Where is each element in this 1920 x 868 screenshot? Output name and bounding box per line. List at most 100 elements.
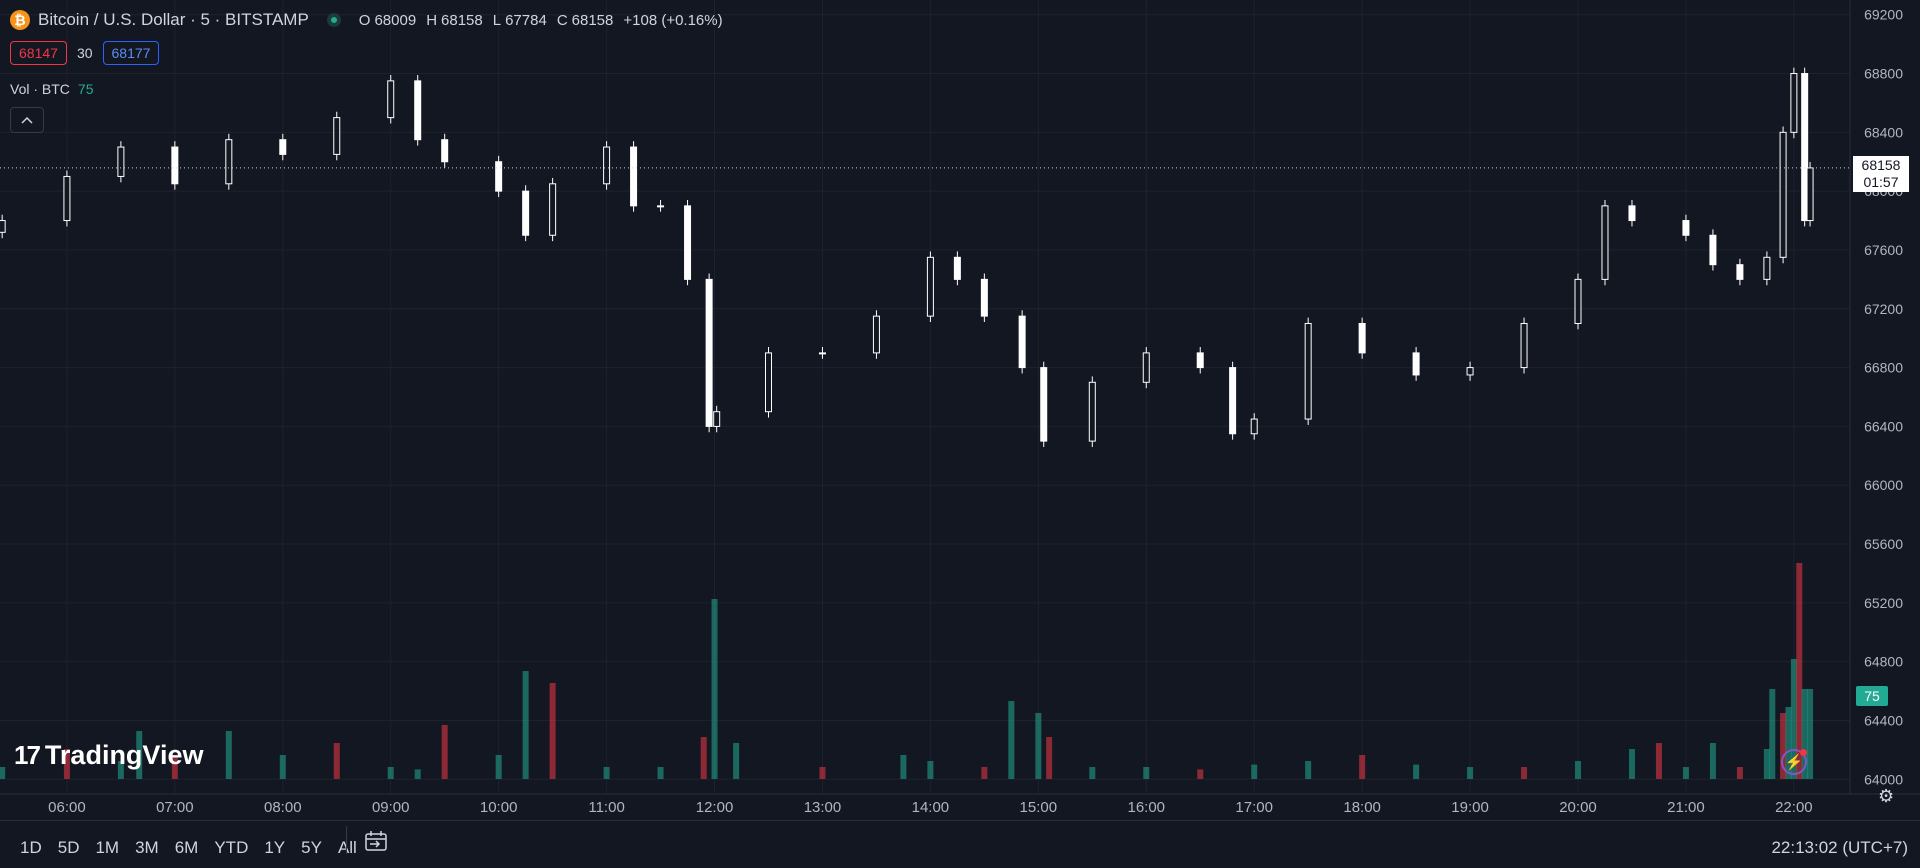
lightning-icon[interactable]: ⚡	[1781, 749, 1807, 775]
volume-bar	[1682, 767, 1689, 779]
volume-bar	[414, 769, 421, 779]
volume-bar	[1575, 761, 1582, 779]
volume-bar	[927, 761, 934, 779]
chevron-up-icon	[21, 116, 33, 124]
range-3m-button[interactable]: 3M	[135, 838, 159, 857]
candle-body	[279, 139, 287, 155]
sell-price-button[interactable]: 68147	[10, 41, 67, 65]
change-value: +108 (+0.16%)	[623, 11, 723, 29]
volume-bar	[1769, 689, 1776, 779]
timezone-clock[interactable]: 22:13:02 (UTC+7)	[1771, 838, 1908, 857]
volume-bar	[279, 755, 286, 779]
y-tick-label: 69200	[1864, 7, 1903, 23]
volume-bar	[1251, 764, 1258, 779]
open-label: O	[358, 11, 371, 29]
low-label: L	[492, 11, 502, 29]
candle-body	[414, 80, 422, 141]
volume-bar	[1143, 767, 1150, 779]
volume-bar	[1008, 701, 1015, 779]
volume-bar	[1089, 767, 1096, 779]
volume-bar	[1359, 755, 1366, 779]
close-value: 68158	[571, 11, 614, 29]
candle-body	[1806, 167, 1814, 222]
volume-bar	[1305, 761, 1312, 779]
range-1y-button[interactable]: 1Y	[264, 838, 286, 857]
candle-body	[1229, 367, 1237, 435]
volume-bar	[1467, 767, 1474, 779]
x-tick-label: 10:00	[480, 799, 518, 816]
candle-body	[1196, 352, 1204, 369]
candle-body	[980, 278, 988, 317]
range-1m-button[interactable]: 1M	[95, 838, 120, 857]
volume-last-label: 75	[1856, 686, 1888, 706]
range-ytd-button[interactable]: YTD	[214, 838, 249, 857]
candle-body	[1682, 220, 1690, 236]
range-1d-button[interactable]: 1D	[20, 838, 42, 857]
y-tick-label: 68800	[1864, 66, 1903, 82]
toolbar-divider	[346, 826, 347, 854]
candle-body	[63, 175, 71, 222]
spread-value: 30	[76, 45, 93, 61]
market-status-icon[interactable]	[326, 13, 341, 27]
candle-body	[818, 352, 826, 355]
y-tick-label: 65600	[1864, 536, 1903, 552]
settings-gear-icon[interactable]: ⚙	[1878, 786, 1895, 806]
x-tick-label: 15:00	[1020, 799, 1058, 816]
range-6m-button[interactable]: 6M	[174, 838, 199, 857]
x-tick-label: 06:00	[48, 799, 86, 816]
x-tick-label: 18:00	[1343, 799, 1381, 816]
volume-bar	[549, 683, 556, 779]
x-axis[interactable]: 06:00 07:00 08:00 09:00 10:00 11:00 12:00 13:00…	[0, 793, 1920, 816]
candle-body	[1801, 73, 1809, 222]
x-tick-label: 11:00	[588, 799, 624, 816]
volume-value: 75	[77, 81, 94, 97]
bar-countdown: 01:57	[1863, 174, 1899, 190]
volume-bar	[63, 749, 70, 779]
candle-body	[549, 183, 557, 236]
symbol-title[interactable]: Bitcoin / U.S. Dollar · 5 · BITSTAMP	[38, 10, 309, 29]
x-tick-label: 16:00	[1127, 799, 1165, 816]
candle-body	[764, 352, 772, 413]
volume-bar	[1709, 743, 1716, 779]
y-tick-label: 64800	[1864, 654, 1903, 670]
candle-body	[387, 80, 395, 119]
volume-legend[interactable]: Vol · BTC 75	[10, 81, 93, 97]
range-5d-button[interactable]: 5D	[57, 838, 80, 857]
x-tick-label: 19:00	[1451, 799, 1489, 816]
candles	[0, 67, 1814, 447]
range-all-button[interactable]: All	[337, 838, 357, 857]
volume-bar	[900, 755, 907, 779]
price-chart[interactable]: 6920068800684006800067600672006680066400…	[0, 0, 1920, 820]
volume-bar	[1790, 659, 1797, 779]
volume-bar	[1655, 743, 1662, 779]
buy-price-button[interactable]: 68177	[102, 41, 160, 65]
high-value: 68158	[441, 11, 483, 29]
collapse-legend-button[interactable]	[10, 107, 44, 133]
volume-bar	[1763, 749, 1770, 779]
chart-background	[0, 0, 1920, 820]
tradingview-logo[interactable]: 17 TradingView	[14, 740, 203, 771]
low-value: 67784	[505, 11, 547, 29]
close-label: C	[556, 11, 568, 29]
candle-body	[333, 117, 341, 155]
candle-body	[1601, 205, 1609, 280]
go-to-date-icon[interactable]	[360, 826, 392, 856]
candle-body	[1142, 352, 1150, 383]
candle-body	[1736, 264, 1744, 280]
x-tick-label: 14:00	[912, 799, 950, 816]
range-5y-button[interactable]: 5Y	[301, 838, 322, 857]
y-tick-label: 64000	[1864, 771, 1903, 787]
volume-bar	[441, 725, 448, 779]
x-tick-label: 07:00	[156, 799, 194, 816]
volume-bar	[0, 767, 6, 779]
ohlc-values: O 68009 H 68158 L 67784 C 68158 +108 (+0.16%…	[359, 12, 723, 29]
y-tick-label: 68400	[1864, 124, 1903, 140]
volume-bar	[1046, 737, 1053, 779]
candle-body	[1304, 322, 1312, 420]
volume-bar	[733, 743, 740, 779]
x-tick-label: 13:00	[804, 799, 842, 816]
volume-bar	[1780, 713, 1787, 779]
candle-body	[953, 256, 961, 280]
candle-body	[1628, 205, 1636, 222]
volume-bar	[1628, 749, 1635, 779]
